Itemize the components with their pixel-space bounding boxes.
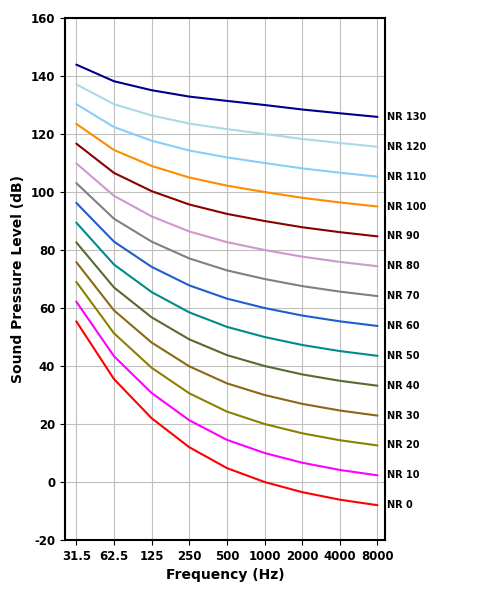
Text: NR 60: NR 60 [387, 321, 420, 331]
Text: NR 30: NR 30 [387, 410, 420, 421]
Text: NR 130: NR 130 [387, 112, 426, 122]
X-axis label: Frequency (Hz): Frequency (Hz) [166, 568, 284, 582]
Text: NR 40: NR 40 [387, 381, 420, 391]
Text: NR 90: NR 90 [387, 232, 420, 241]
Text: NR 10: NR 10 [387, 470, 420, 481]
Text: NR 80: NR 80 [387, 261, 420, 271]
Text: NR 0: NR 0 [387, 500, 412, 510]
Text: NR 100: NR 100 [387, 202, 426, 211]
Text: NR 50: NR 50 [387, 351, 420, 361]
Text: NR 20: NR 20 [387, 440, 420, 451]
Text: NR 70: NR 70 [387, 291, 420, 301]
Text: NR 120: NR 120 [387, 142, 426, 152]
Text: NR 110: NR 110 [387, 172, 426, 182]
Y-axis label: Sound Pressure Level (dB): Sound Pressure Level (dB) [11, 175, 25, 383]
